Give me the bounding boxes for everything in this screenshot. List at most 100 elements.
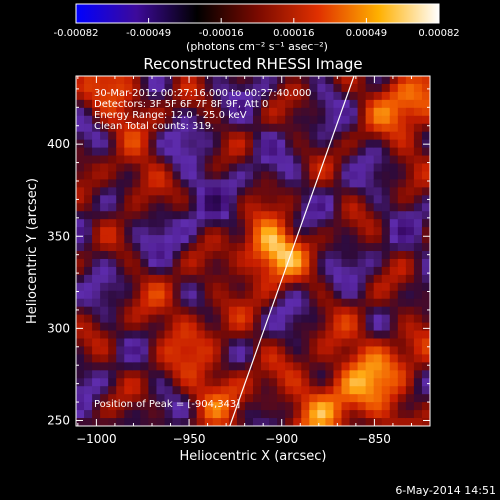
heatmap-cell xyxy=(397,362,407,371)
heatmap-cell xyxy=(100,330,109,340)
heatmap-cell xyxy=(309,290,318,300)
heatmap-cell xyxy=(156,266,166,276)
heatmap-cell xyxy=(277,195,286,204)
heatmap-cell xyxy=(413,171,423,181)
x-tick-label: −1000 xyxy=(76,432,117,446)
heatmap-cell xyxy=(164,147,174,157)
heatmap-cell xyxy=(156,243,166,252)
heatmap-cell xyxy=(333,330,343,340)
heatmap-cell xyxy=(100,370,109,379)
heatmap-cell xyxy=(212,330,222,340)
heatmap-cell xyxy=(204,211,214,220)
heatmap-cell xyxy=(301,251,310,260)
heatmap-cell xyxy=(220,298,230,308)
heatmap-cell xyxy=(124,211,133,220)
heatmap-cell xyxy=(156,338,166,348)
heatmap-cell xyxy=(244,402,254,411)
heatmap-cell xyxy=(220,418,230,426)
heatmap-cell xyxy=(84,107,93,117)
heatmap-cell xyxy=(244,354,254,363)
heatmap-cell xyxy=(188,394,198,403)
heatmap-cell xyxy=(349,394,359,403)
heatmap-cell xyxy=(148,346,158,356)
heatmap-cell xyxy=(333,314,343,324)
heatmap-cell xyxy=(253,219,262,228)
heatmap-cell xyxy=(357,290,367,300)
heatmap-cell xyxy=(341,115,351,125)
heatmap-cell xyxy=(277,306,286,316)
heatmap-cell xyxy=(236,155,246,165)
heatmap-cell xyxy=(76,330,85,340)
heatmap-cell xyxy=(212,378,222,387)
heatmap-cell xyxy=(180,418,190,426)
heatmap-cell xyxy=(204,338,214,348)
heatmap-cell xyxy=(140,99,150,109)
heatmap-cell xyxy=(253,251,262,260)
heatmap-cell xyxy=(180,258,190,268)
heatmap-cell xyxy=(285,394,294,403)
heatmap-cell xyxy=(269,123,278,133)
heatmap-cell xyxy=(180,219,190,228)
heatmap-cell xyxy=(164,187,174,196)
heatmap-cell xyxy=(84,282,93,292)
heatmap-cell xyxy=(76,147,85,157)
heatmap-cell xyxy=(277,99,286,109)
heatmap-cell xyxy=(373,203,383,212)
heatmap-cell xyxy=(236,290,246,300)
heatmap-cell xyxy=(269,227,278,236)
heatmap-cell xyxy=(156,211,166,220)
heatmap-cell xyxy=(156,290,166,300)
heatmap-cell xyxy=(76,115,85,125)
heatmap-cell xyxy=(269,163,278,173)
heatmap-cell xyxy=(188,346,198,356)
heatmap-cell xyxy=(325,99,335,109)
heatmap-cell xyxy=(84,290,93,300)
heatmap-cell xyxy=(244,155,254,165)
heatmap-cell xyxy=(317,314,327,324)
heatmap-cell xyxy=(164,76,174,85)
heatmap-cell xyxy=(381,378,391,387)
heatmap-cell xyxy=(108,378,117,387)
heatmap-cell xyxy=(236,227,246,236)
heatmap-cell xyxy=(188,219,198,228)
heatmap-cell xyxy=(301,338,310,348)
heatmap-cell xyxy=(277,243,286,252)
heatmap-cell xyxy=(405,131,415,141)
heatmap-cell xyxy=(381,115,391,125)
heatmap-cell xyxy=(100,107,109,117)
heatmap-cell xyxy=(253,410,262,419)
heatmap-cell xyxy=(124,179,133,188)
heatmap-cell xyxy=(317,195,327,204)
heatmap-cell xyxy=(365,195,375,204)
heatmap-cell xyxy=(116,147,125,157)
heatmap-cell xyxy=(325,306,335,316)
heatmap-cell xyxy=(405,227,415,236)
heatmap-cell xyxy=(261,203,270,212)
heatmap-cell xyxy=(405,83,415,93)
heatmap-cell xyxy=(204,187,214,196)
heatmap-cell xyxy=(156,251,166,260)
heatmap-cell xyxy=(293,266,302,276)
heatmap-cell xyxy=(397,258,407,268)
heatmap-cell xyxy=(413,306,423,316)
heatmap-cell xyxy=(373,362,383,371)
heatmap-cell xyxy=(196,266,206,276)
heatmap-cell xyxy=(421,171,430,181)
heatmap-cell xyxy=(317,187,327,196)
heatmap-cell xyxy=(357,322,367,332)
heatmap-cell xyxy=(116,314,125,324)
heatmap-cell xyxy=(405,219,415,228)
heatmap-cell xyxy=(253,282,262,292)
heatmap-cell xyxy=(164,354,174,363)
heatmap-cell xyxy=(397,338,407,348)
heatmap-cell xyxy=(76,251,85,260)
heatmap-cell xyxy=(253,243,262,252)
heatmap-cell xyxy=(204,243,214,252)
heatmap-cell xyxy=(405,370,415,379)
heatmap-cell xyxy=(421,227,430,236)
heatmap-cell xyxy=(325,410,335,419)
heatmap-cell xyxy=(253,314,262,324)
heatmap-cell xyxy=(301,354,310,363)
heatmap-cell xyxy=(236,219,246,228)
heatmap-cell xyxy=(317,386,327,395)
